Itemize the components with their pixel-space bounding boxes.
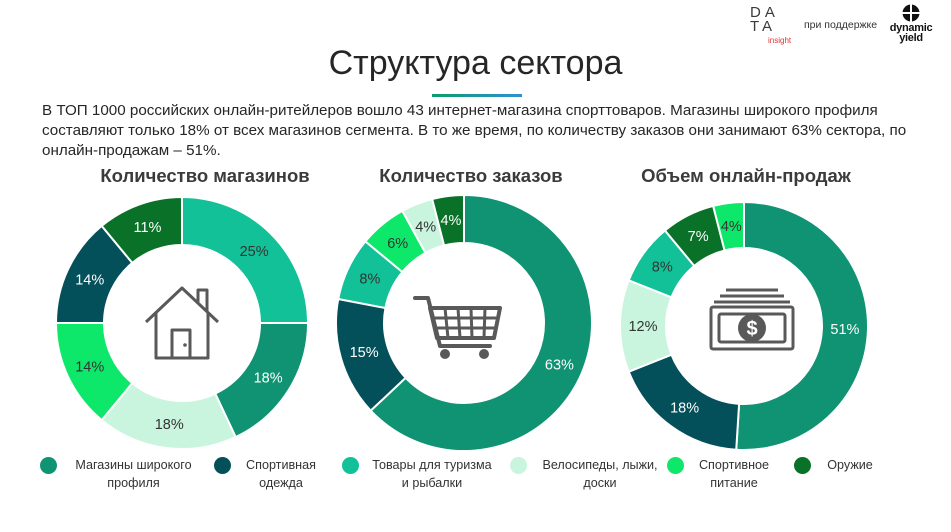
legend-label: Магазины широкого профиля: [75, 458, 192, 490]
intro-paragraph: В ТОП 1000 российских онлайн-ритейлеров …: [42, 102, 907, 159]
legend: Магазины широкого профиля Спортивная оде…: [0, 456, 951, 532]
legend-item-clothing: Спортивная одежда: [214, 456, 322, 492]
slice-label: 18%: [670, 401, 699, 417]
title-underline: [432, 94, 522, 97]
donut-slice-weapons: [430, 193, 465, 247]
legend-swatch: [342, 457, 359, 474]
slice-label: 15%: [350, 345, 379, 361]
logo-row-1: DA: [750, 4, 779, 21]
slice-label: 18%: [155, 417, 184, 433]
donut-chart-3: 51% 18% 12% 8% 7% 4%: [619, 200, 870, 451]
legend-label: Велосипеды, лыжи, доски: [542, 458, 658, 490]
donut-slice-broad: [735, 200, 870, 451]
partner-logo-text: dynamic yield: [889, 22, 933, 44]
support-text: при поддержке: [804, 19, 878, 31]
legend-label: Спортивная одежда: [246, 458, 316, 490]
slice-label: 11%: [133, 220, 161, 236]
slice-label: 8%: [359, 272, 380, 288]
slice-label: 8%: [652, 260, 673, 276]
legend-item-nutrition: Спортивное питание: [667, 456, 775, 492]
donut-slice-nutrition: [711, 200, 745, 252]
donut-chart-2: 63% 15% 8% 6% 4% 4%: [335, 193, 593, 452]
legend-swatch: [667, 457, 684, 474]
legend-swatch: [794, 457, 811, 474]
legend-swatch: [510, 457, 527, 474]
chart-title-orders: Количество заказов: [379, 165, 563, 186]
legend-label: Товары для туризма и рыбалки: [372, 458, 492, 490]
slice-label: 4%: [721, 219, 742, 235]
donut-slice-broad: [369, 193, 593, 452]
legend-item-broad: Магазины широкого профиля: [40, 456, 201, 492]
slice-label: 18%: [254, 371, 283, 387]
slice-label: 51%: [830, 322, 859, 338]
donut-slice-weapons: [100, 195, 183, 265]
data-insight-logo: DA TA insight: [750, 4, 798, 45]
legend-label: Спортивное питание: [698, 458, 770, 490]
chart-title-stores: Количество магазинов: [100, 165, 310, 186]
slice-label: 25%: [240, 244, 269, 260]
slice-label: 14%: [75, 273, 104, 289]
slice-label: 12%: [628, 319, 657, 335]
svg-text:$: $: [746, 318, 757, 340]
dynamic-yield-logo: dynamic yield: [884, 4, 938, 48]
shopping-cart-icon: [413, 296, 502, 359]
slice-label: 14%: [75, 359, 104, 375]
logo-subtitle: insight: [768, 36, 792, 45]
slice-label: 63%: [545, 357, 574, 373]
legend-label: Оружие: [827, 458, 873, 472]
house-icon: [144, 286, 220, 360]
dynamic-yield-mark-icon: [902, 4, 920, 22]
legend-swatch: [214, 457, 231, 474]
logo-row-2: TA: [750, 18, 777, 35]
page-title: Структура сектора: [328, 44, 623, 82]
money-stack-icon: $: [709, 288, 795, 351]
legend-item-weapons: Оружие: [794, 456, 880, 474]
slice-label: 7%: [688, 229, 709, 245]
donut-chart-1: 25% 18% 18% 14% 14% 11%: [54, 195, 310, 450]
slice-label: 4%: [415, 219, 436, 235]
legend-swatch: [40, 457, 57, 474]
legend-item-tourism: Товары для туризма и рыбалки: [342, 456, 496, 492]
donut-slice-tourism: [181, 195, 310, 324]
slice-label: 4%: [440, 213, 461, 229]
chart-title-sales: Объем онлайн-продаж: [641, 165, 851, 186]
legend-item-bikes: Велосипеды, лыжи, доски: [510, 456, 664, 492]
slice-label: 6%: [387, 236, 408, 252]
